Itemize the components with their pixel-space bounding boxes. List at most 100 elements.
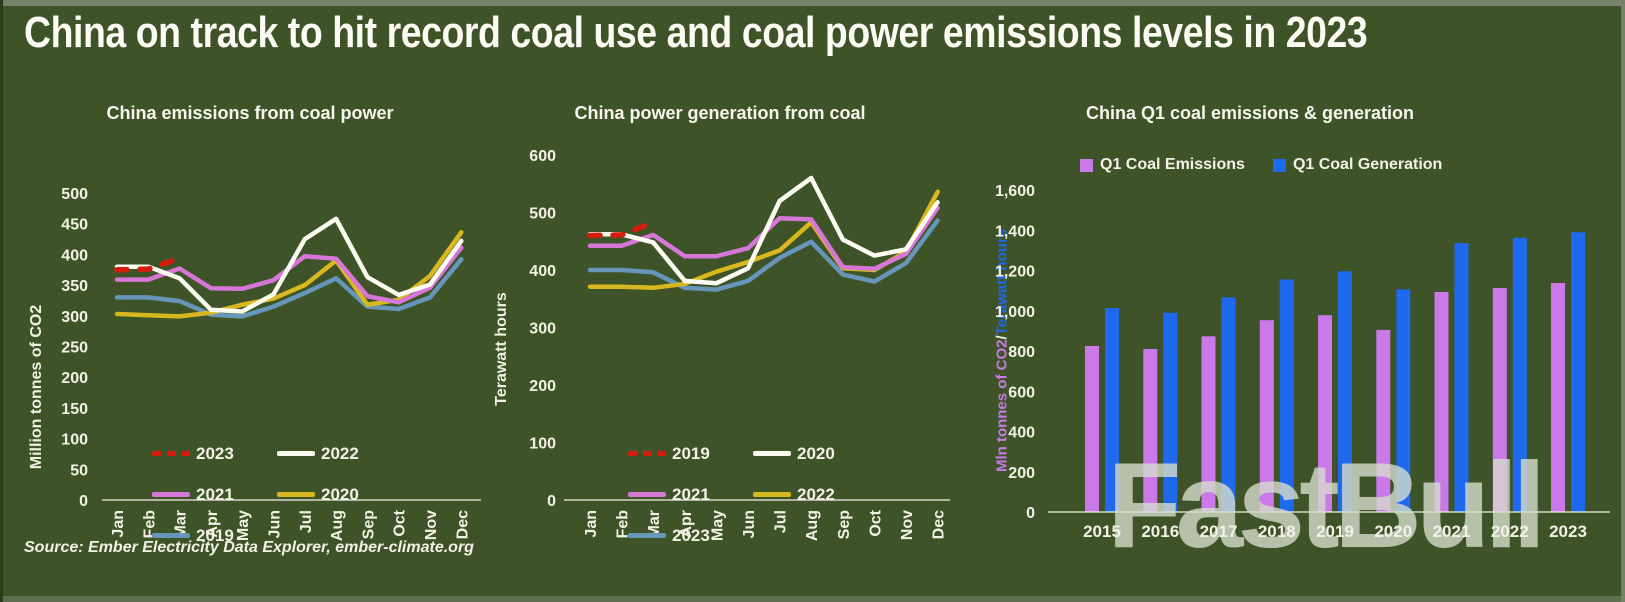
y-tick-label: 400 bbox=[1008, 425, 1035, 442]
y-tick-label: 100 bbox=[529, 436, 556, 453]
bar-Q1 Coal Emissions-2017 bbox=[1201, 336, 1216, 512]
month-label: Aug bbox=[329, 510, 346, 541]
bar-Q1 Coal Generation-2016 bbox=[1163, 312, 1178, 512]
legend-label: 2023 bbox=[672, 525, 710, 545]
month-label: Mar bbox=[173, 510, 190, 538]
chart-coal-generation-legend: 2019 2020 2021 2022 2023 bbox=[628, 433, 835, 556]
bar-Q1 Coal Generation-2015 bbox=[1105, 308, 1119, 512]
chart-q1-bars-legend: Q1 Coal Emissions Q1 Coal Generation bbox=[1080, 156, 1442, 174]
bar-Q1 Coal Generation-2023 bbox=[1571, 232, 1585, 513]
legend-swatch bbox=[628, 451, 666, 456]
y-tick-label: 1,000 bbox=[995, 304, 1035, 321]
legend-row: 2023 bbox=[628, 515, 835, 556]
right-border bbox=[1621, 0, 1625, 602]
y-tick-label: 50 bbox=[70, 462, 88, 479]
series-line-2019 bbox=[587, 219, 656, 239]
series-line-2020 bbox=[114, 230, 464, 319]
legend-label: 2019 bbox=[196, 525, 234, 545]
legend-item-2022: 2022 bbox=[753, 485, 835, 505]
bar-Q1 Coal Emissions-2015 bbox=[1085, 346, 1099, 512]
legend-row: 2019 bbox=[152, 515, 359, 556]
bottom-border bbox=[0, 596, 1625, 602]
legend-item-2020: 2020 bbox=[277, 485, 359, 505]
line-chart-generation: 0 100 200 300 400 500 600 Jan Feb Mar Apr May Jun Jul… bbox=[529, 148, 950, 541]
bar-Q1 Coal Generation-2020 bbox=[1396, 289, 1411, 512]
series-line-2020 bbox=[587, 175, 940, 286]
fastbull-watermark: FastBull bbox=[1107, 437, 1546, 573]
legend-item-2021: 2021 bbox=[152, 485, 277, 505]
legend-swatch bbox=[152, 533, 190, 538]
chart-coal-emissions-legend: 2023 2022 2021 2020 2019 bbox=[152, 433, 359, 556]
y-tick-label: 400 bbox=[529, 263, 556, 280]
legend-label: 2023 bbox=[196, 443, 234, 463]
legend-row: 2021 2020 bbox=[152, 474, 359, 515]
series-line-2023 bbox=[587, 218, 940, 292]
y-tick-label: 800 bbox=[1008, 344, 1035, 361]
y-tick-label: 200 bbox=[61, 370, 88, 387]
month-label: Apr bbox=[678, 510, 695, 538]
legend-row: 2021 2022 bbox=[628, 474, 835, 515]
series-line-2023 bbox=[114, 255, 183, 273]
series-line-2019 bbox=[114, 257, 464, 319]
month-label: Jul bbox=[298, 510, 315, 533]
page-title: China on track to hit record coal use an… bbox=[24, 8, 1368, 57]
legend-item-emissions: Q1 Coal Emissions bbox=[1080, 156, 1245, 174]
y-tick-label: 250 bbox=[61, 340, 88, 357]
chart-coal-emissions: China emissions from coal power Million … bbox=[20, 92, 490, 576]
legend-item-2021: 2021 bbox=[628, 485, 753, 505]
month-label: Jan bbox=[583, 510, 600, 538]
left-border bbox=[0, 0, 3, 602]
y-tick-label: 0 bbox=[1026, 505, 1035, 522]
legend-swatch bbox=[628, 492, 666, 497]
y-tick-label: 1,200 bbox=[995, 264, 1035, 281]
y-tick-label: 0 bbox=[79, 493, 88, 510]
legend-item-2023: 2023 bbox=[152, 444, 277, 464]
chart-q1-bars: China Q1 coal emissions & generation Mln… bbox=[985, 92, 1625, 592]
legend-swatch bbox=[277, 451, 315, 456]
chart-coal-generation: China power generation from coal Terawat… bbox=[480, 92, 960, 576]
legend-item-2019: 2019 bbox=[628, 444, 753, 464]
legend-label: 2021 bbox=[196, 484, 234, 504]
source-note: Source: Ember Electricity Data Explorer,… bbox=[24, 539, 474, 556]
y-tick-label: 200 bbox=[1008, 465, 1035, 482]
legend-item-2022: 2022 bbox=[277, 444, 359, 464]
y-tick-label: 400 bbox=[61, 247, 88, 264]
month-label: Nov bbox=[423, 510, 440, 540]
month-label: Sep bbox=[360, 510, 377, 540]
y-tick-label: 600 bbox=[529, 148, 556, 165]
month-label: Apr bbox=[204, 510, 221, 538]
y-tick-label: 450 bbox=[61, 217, 88, 234]
legend-swatch bbox=[753, 492, 791, 497]
legend-label: 2019 bbox=[672, 443, 710, 463]
month-label: Dec bbox=[931, 510, 948, 539]
y-tick-label: 500 bbox=[61, 186, 88, 203]
bar-Q1 Coal Generation-2021 bbox=[1454, 243, 1469, 512]
legend-label: 2021 bbox=[672, 484, 710, 504]
line-chart-emissions: 0 50 100 150 200 250 300 350 400 450 500 Jan Feb Mar A… bbox=[61, 186, 481, 541]
legend-item-2023: 2023 bbox=[628, 526, 753, 546]
month-label: May bbox=[235, 510, 252, 541]
bar-Q1 Coal Generation-2018 bbox=[1279, 279, 1294, 512]
legend-swatch bbox=[152, 451, 190, 456]
legend-label-emissions: Q1 Coal Emissions bbox=[1100, 156, 1245, 173]
month-label: Jan bbox=[110, 510, 127, 538]
bar-Q1 Coal Emissions-2019 bbox=[1318, 315, 1332, 512]
legend-label: 2020 bbox=[797, 443, 835, 463]
bar-Q1 Coal Generation-2017 bbox=[1221, 297, 1236, 512]
top-border bbox=[0, 0, 1625, 6]
legend-row: 2023 2022 bbox=[152, 433, 359, 474]
y-tick-label: 500 bbox=[529, 206, 556, 223]
legend-swatch-generation bbox=[1272, 158, 1286, 172]
y-tick-label: 600 bbox=[1008, 384, 1035, 401]
legend-item-2020: 2020 bbox=[753, 444, 835, 464]
y-tick-label: 150 bbox=[61, 401, 88, 418]
y-tick-label: 100 bbox=[61, 432, 88, 449]
bar-Q1 Coal Generation-2019 bbox=[1338, 271, 1352, 512]
month-label: Aug bbox=[804, 510, 821, 541]
month-label: Dec bbox=[454, 510, 471, 539]
series-line-2022 bbox=[114, 216, 464, 314]
month-label: Oct bbox=[392, 509, 409, 536]
chart-coal-emissions-title: China emissions from coal power bbox=[106, 103, 394, 123]
bar-Q1 Coal Generation-2022 bbox=[1512, 237, 1527, 512]
y-tick-label: 1,600 bbox=[995, 183, 1035, 200]
